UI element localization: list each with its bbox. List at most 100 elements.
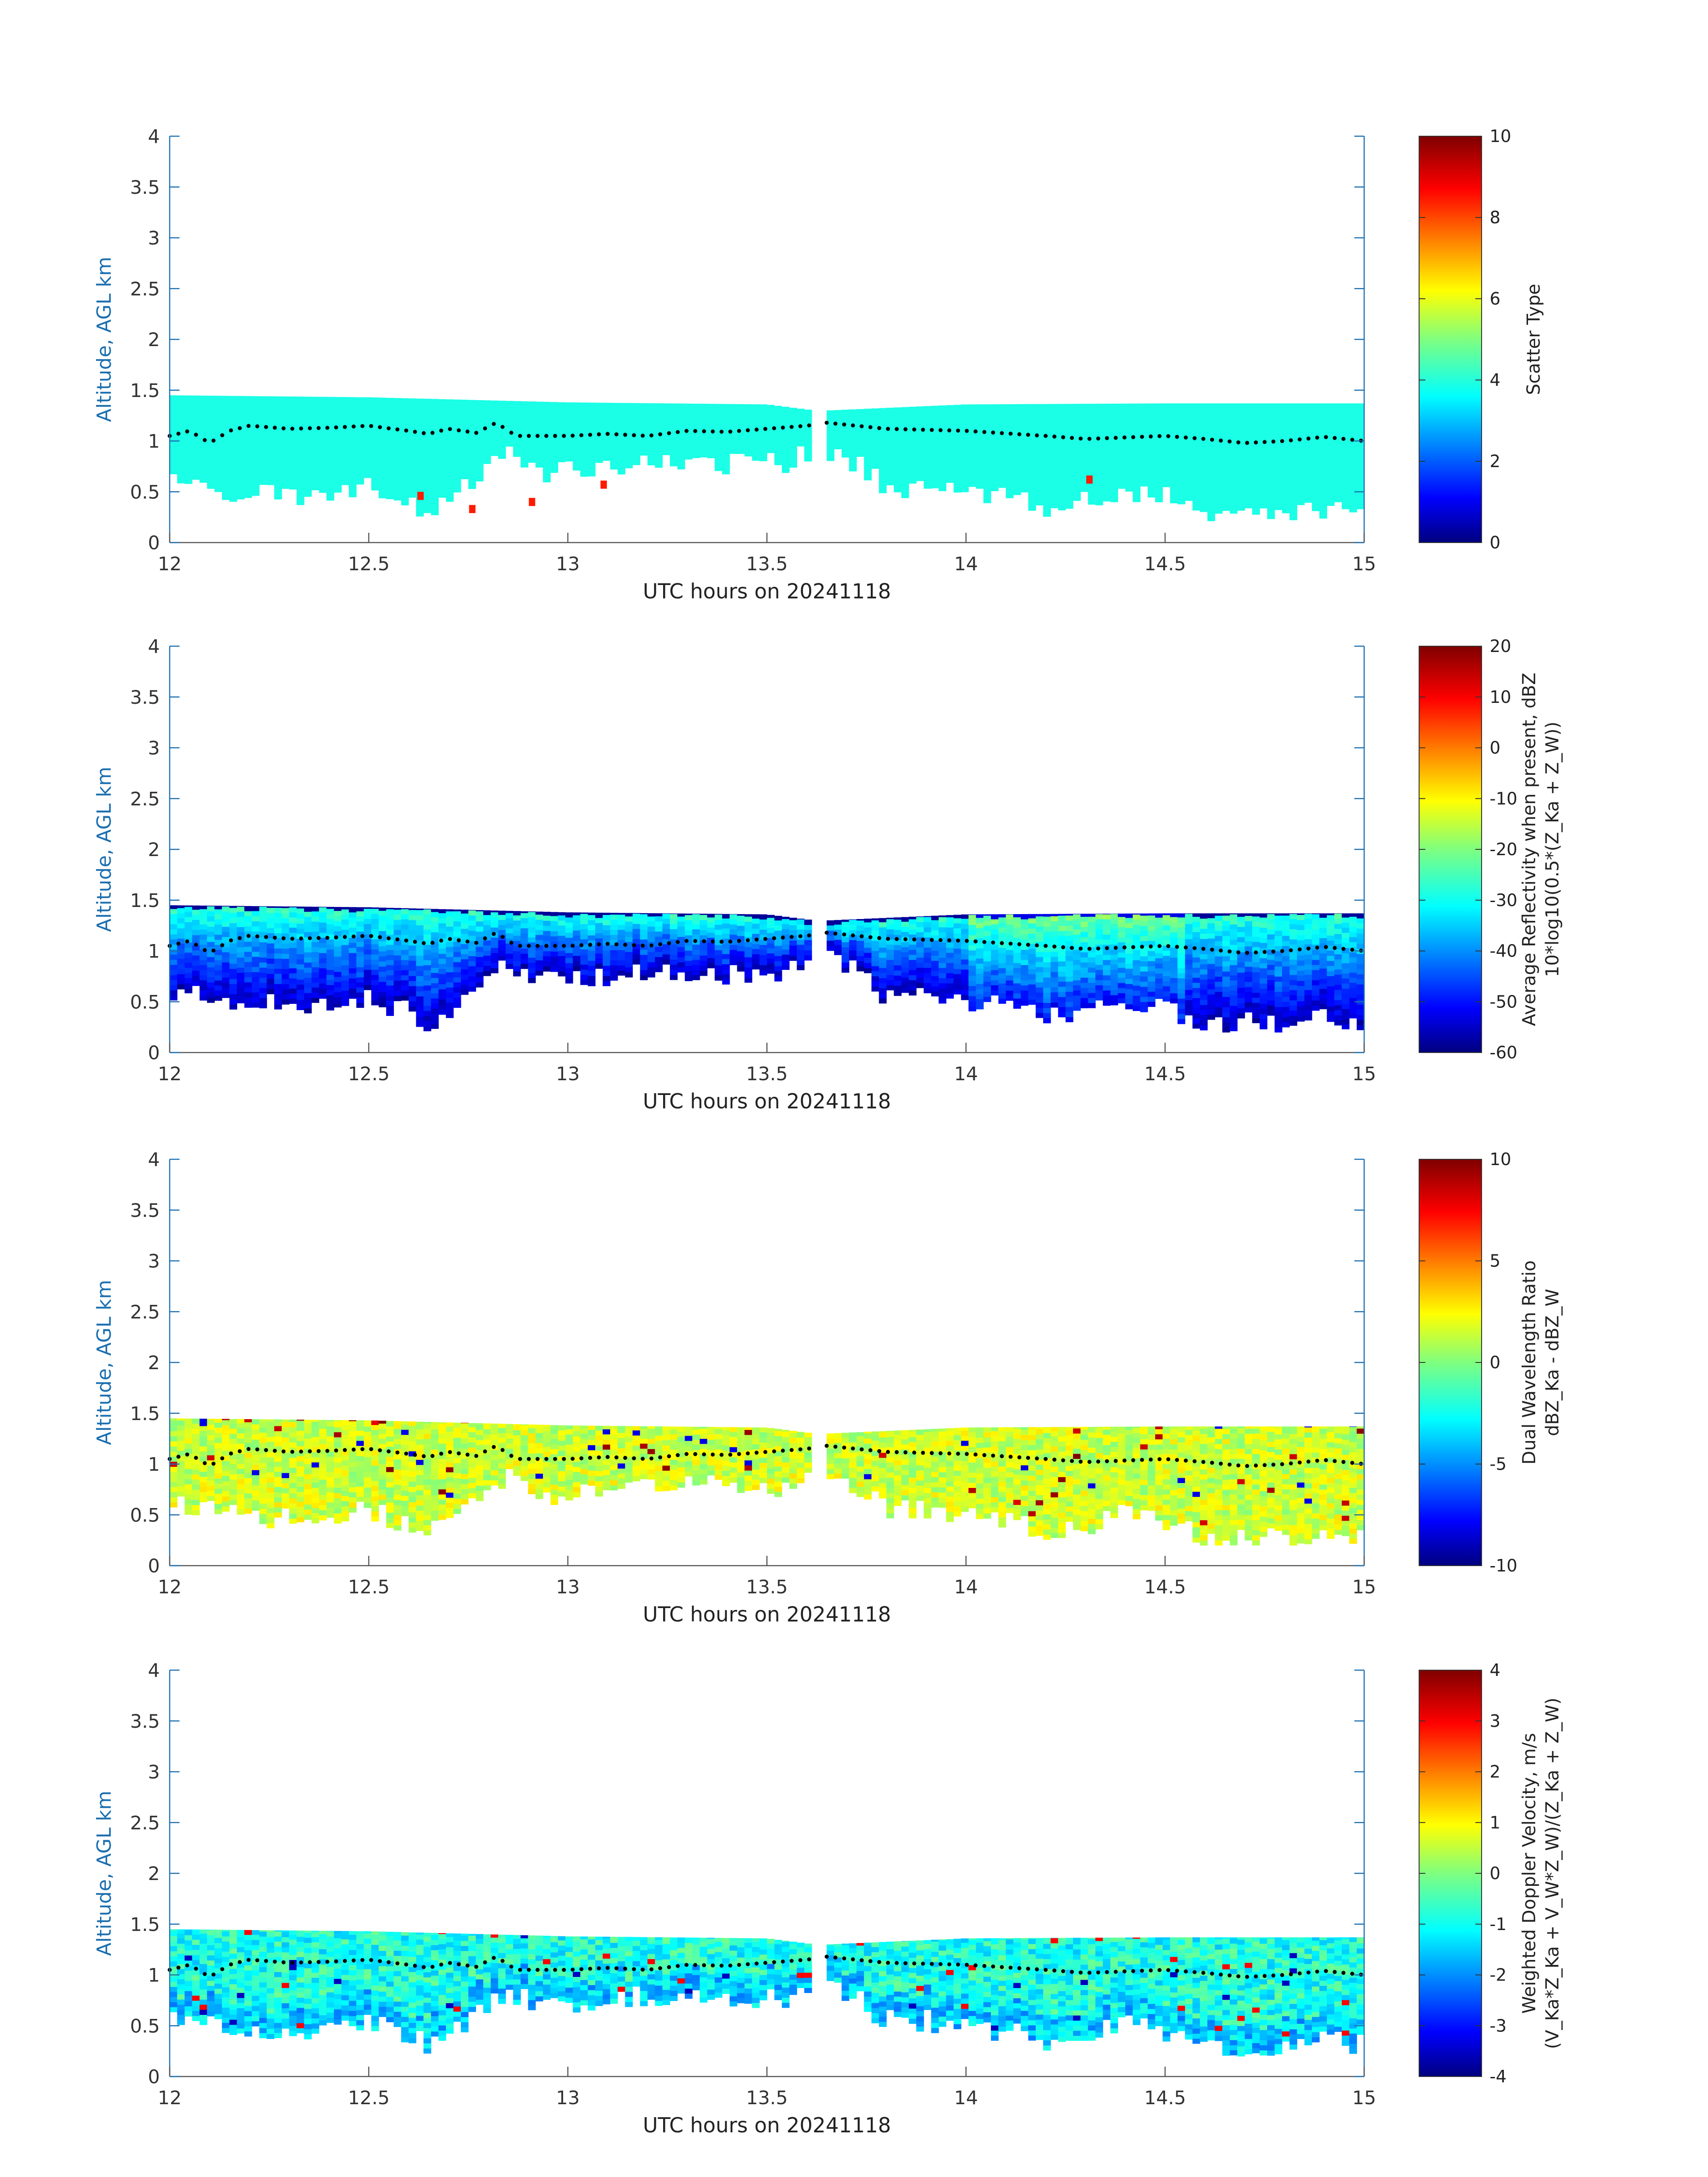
heatmap-cell (229, 396, 238, 401)
heatmap-cell (416, 950, 424, 956)
heatmap-cell (916, 476, 924, 481)
heatmap-cell (311, 947, 319, 952)
heatmap-cell (453, 992, 461, 998)
heatmap-cell (505, 958, 514, 964)
heatmap-cell (1349, 415, 1357, 421)
dot-marker (1087, 437, 1092, 441)
heatmap-cell (363, 401, 372, 407)
heatmap-cell (1304, 411, 1312, 417)
heatmap-cell (692, 919, 700, 924)
heatmap-cell (1125, 430, 1133, 436)
heatmap-cell (916, 947, 924, 953)
heatmap-cell (334, 451, 342, 457)
heatmap-cell (438, 462, 447, 468)
heatmap-cell (1297, 449, 1305, 455)
heatmap-cell (296, 954, 305, 960)
heatmap-cell (1110, 979, 1118, 985)
heatmap-cell (752, 918, 760, 924)
heatmap-cell (894, 476, 902, 482)
heatmap-cell (371, 475, 379, 481)
heatmap-cell (647, 429, 656, 435)
heatmap-cell (289, 413, 297, 418)
heatmap-cell (244, 972, 252, 978)
heatmap-cell (961, 410, 969, 416)
heatmap-cell (588, 415, 596, 421)
heatmap-cell (244, 396, 252, 397)
heatmap-cell (192, 428, 200, 434)
heatmap-cell (281, 443, 290, 448)
heatmap-cell (356, 907, 364, 911)
heatmap-cell (296, 928, 305, 934)
x-tick-label: 15 (1352, 553, 1376, 575)
heatmap-cell (1334, 430, 1342, 436)
heatmap-cell (1200, 471, 1208, 476)
heatmap-cell (976, 463, 984, 468)
dot-marker (1192, 436, 1197, 440)
heatmap-cell (886, 480, 894, 485)
heatmap-cell (632, 928, 640, 934)
heatmap-cell (409, 996, 417, 1002)
heatmap-cell (177, 458, 185, 463)
heatmap-cell (580, 410, 588, 416)
dot-marker (1350, 438, 1354, 442)
heatmap-cell (595, 963, 603, 969)
heatmap-cell (707, 922, 715, 928)
heatmap-cell (722, 413, 730, 419)
heatmap-cell (558, 966, 566, 972)
heatmap-cell (879, 978, 887, 983)
heatmap-cell (446, 962, 454, 967)
heatmap-cell (618, 929, 626, 935)
heatmap-cell (901, 482, 909, 488)
heatmap-cell (431, 459, 439, 464)
heatmap-cell (827, 945, 835, 951)
heatmap-cell (386, 965, 394, 970)
heatmap-cell (341, 454, 349, 460)
heatmap-cell (1215, 422, 1223, 427)
heatmap-cell (244, 961, 252, 967)
heatmap-cell (379, 468, 387, 473)
heatmap-cell (274, 458, 282, 464)
heatmap-cell (1065, 961, 1073, 966)
heatmap-cell (304, 921, 312, 927)
heatmap-cell (1170, 417, 1178, 422)
heatmap-cell (416, 506, 424, 512)
sparse-cell (1086, 475, 1093, 484)
heatmap-cell (1006, 477, 1014, 483)
heatmap-cell (1200, 420, 1208, 426)
heatmap-cell (1102, 980, 1111, 986)
heatmap-cell (1058, 1012, 1066, 1018)
heatmap-cell (326, 959, 334, 965)
heatmap-cell (423, 467, 431, 472)
heatmap-cell (311, 398, 319, 404)
heatmap-cell (879, 417, 887, 422)
heatmap-cell (505, 401, 514, 406)
heatmap-cell (438, 477, 447, 483)
heatmap-cell (744, 446, 752, 451)
heatmap-cell (184, 478, 192, 484)
heatmap-cell (229, 410, 238, 416)
heatmap-cell (1207, 470, 1215, 476)
heatmap-cell (222, 957, 230, 963)
heatmap-cell (1013, 914, 1021, 918)
heatmap-cell (618, 459, 626, 464)
heatmap-cell (1207, 414, 1215, 420)
heatmap-cell (446, 946, 454, 952)
heatmap-cell (744, 952, 752, 957)
heatmap-cell (692, 452, 700, 458)
heatmap-cell (864, 464, 872, 470)
heatmap-cell (714, 425, 722, 430)
heatmap-cell (976, 953, 984, 959)
heatmap-cell (558, 426, 566, 432)
heatmap-cell (251, 906, 260, 911)
heatmap-cell (998, 404, 1006, 407)
heatmap-cell (267, 968, 275, 974)
heatmap-cell (1118, 916, 1126, 922)
heatmap-cell (1222, 429, 1230, 435)
heatmap-cell (939, 947, 947, 953)
heatmap-cell (371, 398, 379, 404)
heatmap-cell (1006, 447, 1014, 453)
heatmap-cell (1043, 491, 1051, 497)
heatmap-cell (251, 946, 260, 952)
heatmap-cell (662, 928, 670, 934)
heatmap-cell (416, 1016, 424, 1022)
